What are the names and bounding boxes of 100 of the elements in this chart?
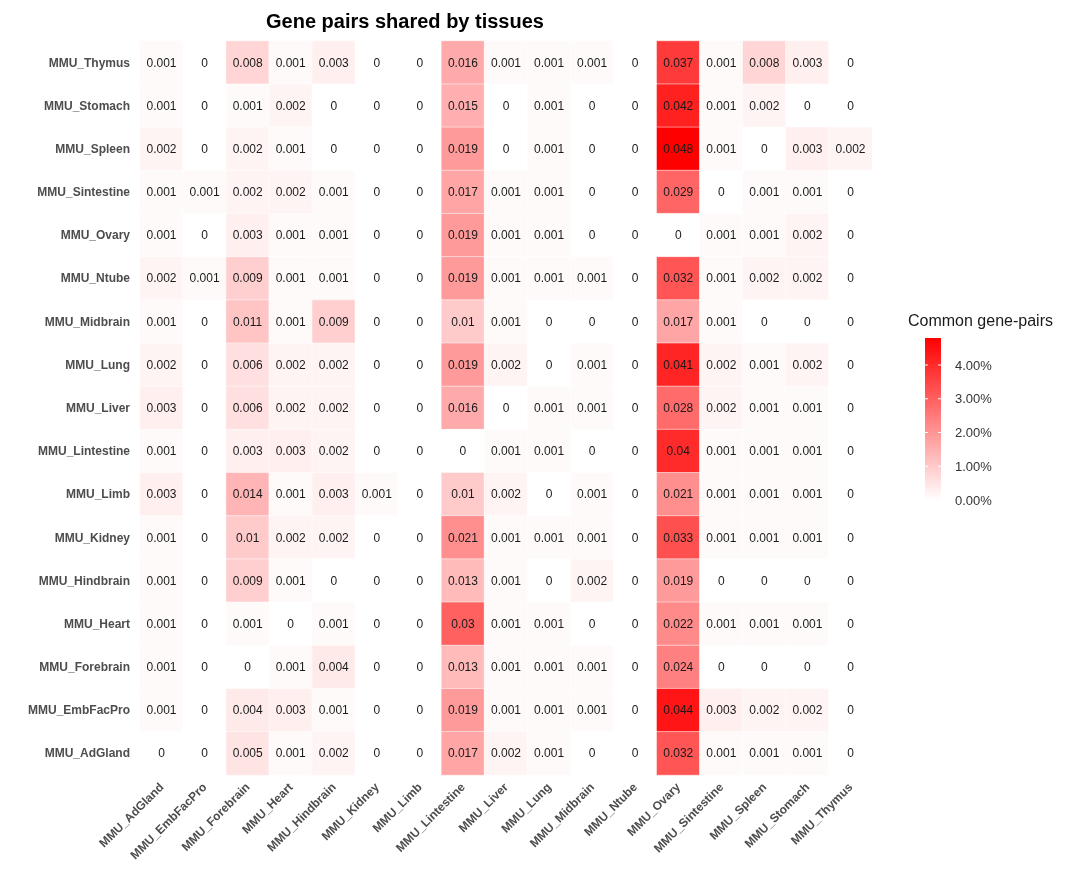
data-label: 0.002 — [749, 271, 780, 286]
data-label: 0.015 — [447, 98, 479, 113]
data-label: 0 — [459, 444, 467, 459]
data-label: 0.001 — [706, 98, 737, 113]
data-label: 0.001 — [706, 141, 737, 156]
data-label: 0 — [502, 98, 510, 113]
data-label: 0 — [631, 314, 639, 329]
data-label: 0.001 — [534, 98, 565, 113]
data-label: 0.002 — [232, 185, 263, 200]
data-label: 0.003 — [792, 141, 823, 156]
data-label: 0.002 — [318, 401, 350, 415]
data-label: 0 — [761, 660, 769, 675]
data-label: 0.001 — [749, 487, 780, 502]
color-bar-title: Common gene-pairs — [908, 311, 1053, 329]
data-label: 0 — [545, 314, 553, 329]
data-label: 0.001 — [490, 271, 522, 286]
data-label: 0.029 — [663, 185, 694, 200]
data-label: 0.003 — [275, 703, 307, 718]
data-label: 0 — [416, 141, 424, 156]
data-label: 0.001 — [318, 228, 350, 243]
data-label: 0 — [416, 98, 424, 113]
data-label: 0.013 — [447, 660, 479, 675]
data-label: 0 — [416, 228, 424, 243]
data-label: 0.001 — [534, 703, 565, 718]
data-label: 0.001 — [490, 55, 522, 70]
data-label: 0.009 — [232, 271, 263, 286]
data-label: 0.001 — [490, 573, 522, 588]
data-label: 0 — [588, 98, 596, 113]
data-label: 0 — [373, 228, 381, 243]
data-label: 0.008 — [232, 55, 263, 70]
data-label: 0.001 — [706, 746, 737, 761]
data-label: 0.001 — [146, 573, 177, 588]
data-label: 0 — [373, 746, 381, 761]
data-label: 0.001 — [318, 271, 350, 286]
data-label: 0.001 — [792, 487, 823, 502]
data-label: 0.002 — [318, 357, 350, 372]
data-label: 0.001 — [577, 660, 608, 675]
data-label: 0.001 — [275, 314, 307, 329]
data-label: 0.002 — [792, 357, 823, 372]
data-label: 0 — [717, 660, 725, 675]
data-label: 0.017 — [663, 314, 694, 329]
data-label: 0 — [847, 573, 855, 588]
data-label: 0.001 — [146, 185, 177, 200]
data-label: 0.001 — [189, 271, 220, 286]
data-label: 0.006 — [232, 401, 263, 415]
chart-title: Gene pairs shared by tissues — [266, 10, 544, 32]
data-label: 0 — [373, 660, 381, 675]
data-label: 0.008 — [749, 55, 780, 70]
data-label: 0.001 — [534, 660, 565, 675]
data-label: 0.001 — [792, 401, 823, 415]
color-bar-label: 4.00% — [955, 357, 993, 373]
data-label: 0 — [847, 55, 855, 70]
data-label: 0 — [631, 616, 639, 631]
data-label: 0 — [545, 573, 553, 588]
data-label: 0.001 — [490, 228, 522, 243]
data-label: 0 — [416, 357, 424, 372]
data-label: 0 — [631, 228, 639, 243]
data-label: 0 — [674, 228, 682, 243]
data-label: 0 — [588, 444, 596, 459]
data-label: 0 — [373, 98, 381, 113]
data-label: 0.001 — [275, 660, 307, 675]
data-label: 0 — [201, 141, 209, 156]
data-label: 0.003 — [318, 55, 350, 70]
data-label: 0.005 — [232, 746, 263, 761]
data-label: 0.002 — [275, 357, 307, 372]
data-label: 0.001 — [749, 228, 780, 243]
y-tick-label: MMU_Hindbrain — [38, 573, 130, 588]
data-label: 0.001 — [490, 530, 522, 545]
data-label: 0.003 — [146, 401, 177, 415]
data-label: 0 — [201, 314, 209, 329]
data-label: 0 — [631, 530, 639, 545]
data-label: 0 — [847, 314, 855, 329]
data-label: 0.002 — [706, 357, 737, 372]
data-label: 0.002 — [318, 530, 350, 545]
data-label: 0.001 — [577, 487, 608, 502]
y-tick-label: MMU_Forebrain — [39, 660, 130, 675]
data-label: 0.001 — [318, 185, 350, 200]
data-label: 0.003 — [232, 444, 263, 459]
data-label: 0.033 — [663, 530, 694, 545]
data-label: 0 — [631, 660, 639, 675]
data-label: 0 — [631, 98, 639, 113]
data-label: 0 — [330, 98, 338, 113]
data-label: 0.001 — [232, 98, 263, 113]
data-label: 0 — [761, 573, 769, 588]
data-label: 0.002 — [232, 141, 263, 156]
data-label: 0.001 — [146, 55, 177, 70]
data-label: 0 — [847, 401, 855, 415]
data-label: 0.009 — [232, 573, 263, 588]
data-label: 0.002 — [490, 487, 522, 502]
data-label: 0.001 — [318, 703, 350, 718]
data-label: 0.001 — [534, 401, 565, 415]
y-tick-label: MMU_Liver — [65, 401, 131, 415]
data-label: 0.002 — [275, 185, 307, 200]
data-label: 0 — [847, 185, 855, 200]
data-label: 0.002 — [792, 703, 823, 718]
data-label: 0 — [373, 55, 381, 70]
data-label: 0 — [631, 271, 639, 286]
data-label: 0.017 — [447, 746, 479, 761]
data-label: 0.003 — [146, 487, 177, 502]
data-label: 0.001 — [275, 228, 307, 243]
